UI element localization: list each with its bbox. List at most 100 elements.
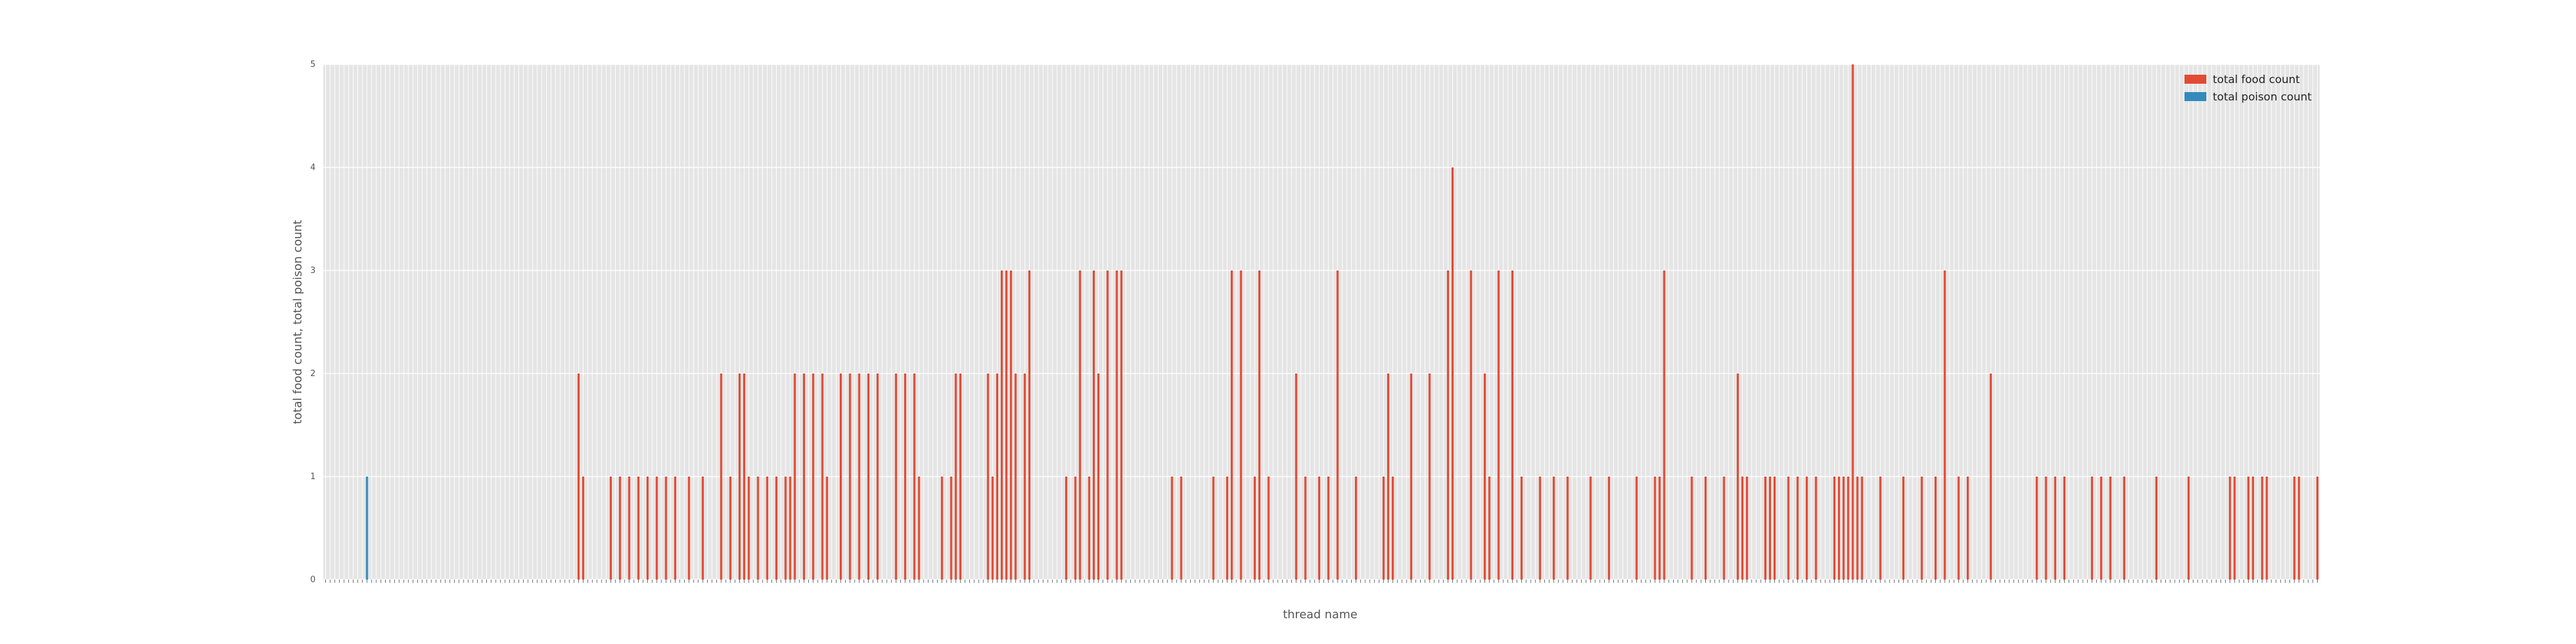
food-count-bar: [996, 374, 999, 580]
food-count-bar: [1446, 270, 1450, 580]
food-count-bar: [2298, 477, 2300, 580]
food-count-bar: [1842, 477, 1845, 580]
food-count-bar: [582, 477, 585, 580]
food-count-bar: [748, 477, 750, 580]
food-count-bar: [1690, 477, 1693, 580]
food-count-bar: [729, 477, 732, 580]
food-count-bar: [1768, 477, 1772, 580]
food-count-bar: [665, 477, 667, 580]
food-count-bar: [1010, 270, 1012, 580]
food-count-bar: [2229, 477, 2231, 580]
food-count-bar: [2036, 477, 2038, 580]
food-count-bar: [1097, 374, 1100, 580]
food-count-bar: [674, 477, 677, 580]
y-tick-label: 3: [310, 266, 316, 276]
food-count-bar: [2100, 477, 2103, 580]
food-count-bar: [1336, 270, 1339, 580]
food-count-bar: [858, 374, 860, 580]
food-count-bar: [2109, 477, 2112, 580]
food-count-bar: [1663, 270, 1665, 580]
food-count-bar: [1092, 270, 1095, 580]
food-count-bar: [1805, 477, 1808, 580]
food-count-bar: [1028, 270, 1031, 580]
food-count-bar: [1295, 374, 1298, 580]
food-count-bar: [2054, 477, 2056, 580]
food-count-bar: [1023, 374, 1026, 580]
food-count-bar: [766, 477, 768, 580]
food-count-bar: [1451, 167, 1454, 580]
food-count-bar: [1226, 477, 1229, 580]
food-count-bar: [1074, 477, 1077, 580]
food-count-bar: [1382, 477, 1385, 580]
food-count-bar: [793, 374, 796, 580]
food-count-bar: [1553, 477, 1555, 580]
y-tick-labels: 0 1 2 3 4 5: [310, 60, 316, 585]
food-count-bar: [609, 477, 612, 580]
food-count-bar: [1106, 270, 1109, 580]
legend-label-food: total food count: [2213, 73, 2300, 86]
food-count-bar: [987, 374, 989, 580]
y-tick-label: 5: [310, 60, 316, 70]
legend: total food count total poison count: [2184, 73, 2312, 104]
food-count-bar: [950, 477, 952, 580]
food-count-bar: [1741, 477, 1744, 580]
food-count-bar: [1065, 477, 1068, 580]
food-count-bar: [1589, 477, 1592, 580]
y-tick-label: 4: [310, 163, 316, 173]
food-count-bar: [1856, 477, 1859, 580]
food-count-bar: [2045, 477, 2047, 580]
legend-label-poison: total poison count: [2213, 91, 2312, 104]
food-count-bar: [1787, 477, 1790, 580]
food-count-bar: [941, 477, 943, 580]
food-count-bar: [2293, 477, 2296, 580]
food-count-bar: [1392, 477, 1394, 580]
food-count-bar: [1212, 477, 1215, 580]
food-count-bar: [1520, 477, 1523, 580]
food-count-bar: [1635, 477, 1638, 580]
food-count-bar: [1304, 477, 1307, 580]
y-tick-label: 2: [310, 369, 316, 379]
food-count-bar: [1746, 477, 1748, 580]
food-count-bar: [1240, 270, 1242, 580]
food-count-bar: [1470, 270, 1472, 580]
food-count-bar: [637, 477, 639, 580]
food-count-bar: [688, 477, 690, 580]
food-count-bar: [1879, 477, 1882, 580]
food-count-bar: [701, 477, 704, 580]
food-count-bar: [1267, 477, 1270, 580]
food-count-bar: [913, 374, 916, 580]
food-count-bar: [1920, 477, 1923, 580]
food-count-bar: [2247, 477, 2249, 580]
food-count-bar: [2316, 477, 2319, 580]
food-count-bar: [1704, 477, 1707, 580]
food-count-bar: [867, 374, 870, 580]
food-count-bar: [1000, 270, 1003, 580]
y-tick-label: 1: [310, 472, 316, 482]
food-count-bar: [577, 374, 580, 580]
food-count-bar: [1796, 477, 1799, 580]
food-count-bar: [2155, 477, 2158, 580]
food-count-bar: [1833, 477, 1836, 580]
food-count-bar: [1815, 477, 1817, 580]
food-count-bar: [1957, 477, 1960, 580]
food-count-bar: [2261, 477, 2264, 580]
x-axis-label: thread name: [1283, 608, 1358, 621]
food-count-bar: [1354, 477, 1358, 580]
food-count-bar: [1566, 477, 1569, 580]
food-count-bar: [2187, 477, 2190, 580]
food-count-bar: [839, 374, 842, 580]
food-count-bar: [1120, 270, 1122, 580]
food-count-bar: [1723, 477, 1725, 580]
food-count-bar: [1253, 477, 1256, 580]
food-count-bar: [991, 477, 994, 580]
food-count-bar: [1258, 270, 1261, 580]
y-axis-label: total food count, total poison count: [291, 220, 305, 424]
legend-swatch-poison: [2184, 92, 2206, 101]
food-count-bar: [2063, 477, 2066, 580]
food-count-bar: [656, 477, 658, 580]
food-count-bar: [619, 477, 621, 580]
food-count-bar: [1539, 477, 1541, 580]
food-count-bar: [2090, 477, 2094, 580]
food-count-bar: [757, 477, 759, 580]
